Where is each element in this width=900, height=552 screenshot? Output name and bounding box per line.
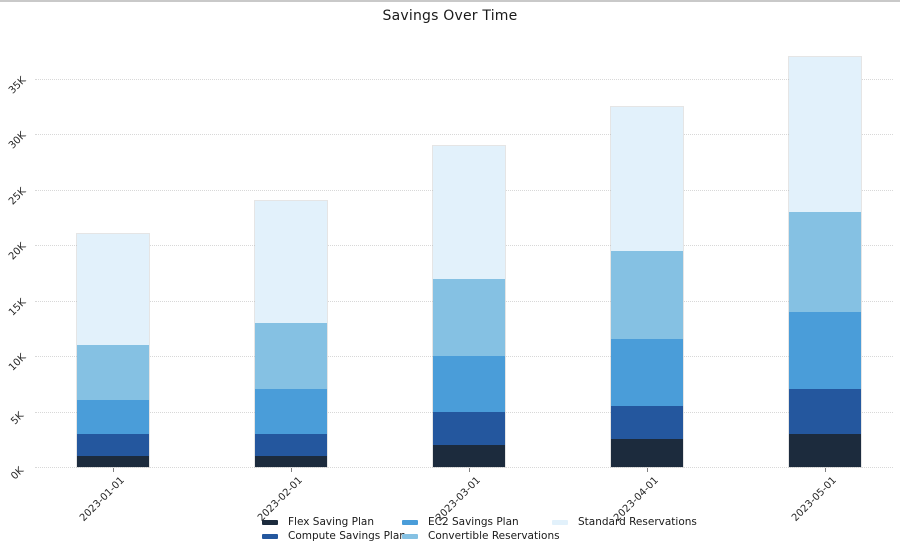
- bar-segment: [254, 455, 327, 467]
- legend-swatch: [552, 520, 568, 525]
- stacked-bar: [75, 233, 150, 468]
- y-axis-tick-label: 25K: [6, 185, 29, 208]
- bar-segment: [610, 405, 683, 440]
- legend-item: Standard Reservations: [552, 516, 697, 529]
- y-axis-tick-label: 35K: [6, 74, 29, 97]
- legend-item: EC2 Savings Plan: [402, 516, 519, 529]
- stacked-bar: [253, 199, 328, 468]
- bar-segment: [610, 106, 683, 251]
- legend-swatch: [402, 534, 418, 539]
- x-axis-tick: [112, 468, 114, 472]
- x-axis-tick: [646, 468, 648, 472]
- y-axis-tick-label: 5K: [9, 409, 27, 427]
- legend-swatch: [402, 520, 418, 525]
- bar-segment: [788, 433, 861, 467]
- bar-segment: [76, 433, 149, 456]
- y-axis-tick-label: 0K: [9, 465, 27, 483]
- legend-swatch: [262, 534, 278, 539]
- bar-segment: [254, 433, 327, 456]
- legend-item: Convertible Reservations: [402, 530, 560, 543]
- legend-swatch: [262, 520, 278, 525]
- x-axis-tick: [468, 468, 470, 472]
- y-axis-tick-label: 20K: [6, 241, 29, 263]
- bar-segment: [76, 234, 149, 346]
- bar-segment: [432, 356, 505, 412]
- bar-segment: [788, 389, 861, 434]
- stacked-bar: [431, 144, 506, 468]
- legend-label: Flex Saving Plan: [288, 516, 375, 528]
- legend-label: Compute Savings Plan: [288, 530, 406, 542]
- x-axis-tick: [290, 468, 292, 472]
- stacked-bar: [787, 55, 862, 468]
- gridline: [35, 467, 893, 468]
- gridline: [35, 134, 893, 136]
- legend-label: EC2 Savings Plan: [428, 516, 519, 528]
- bar-segment: [610, 339, 683, 406]
- y-axis-tick-label: 10K: [6, 352, 29, 374]
- bar-segment: [254, 389, 327, 434]
- legend-label: Convertible Reservations: [428, 530, 560, 542]
- y-axis-tick-label: 15K: [6, 296, 29, 319]
- bar-segment: [254, 322, 327, 390]
- bar-segment: [432, 444, 505, 467]
- chart-title: Savings Over Time: [382, 8, 518, 24]
- x-axis-tick-label: 2023-05-01: [790, 475, 840, 524]
- bar-segment: [432, 411, 505, 445]
- bar-segment: [254, 200, 327, 323]
- bar-segment: [76, 455, 149, 467]
- bar-segment: [788, 311, 861, 390]
- bar-segment: [432, 145, 505, 279]
- bar-segment: [76, 345, 149, 401]
- stacked-bar: [609, 105, 684, 468]
- bar-segment: [76, 400, 149, 434]
- x-axis-tick: [824, 468, 826, 472]
- bar-segment: [610, 439, 683, 467]
- legend-item: Flex Saving Plan: [262, 516, 374, 529]
- bar-segment: [610, 250, 683, 340]
- bar-segment: [432, 278, 505, 357]
- bar-segment: [788, 212, 861, 312]
- x-axis-tick-label: 2023-01-01: [78, 475, 128, 524]
- legend-item: Compute Savings Plan: [262, 530, 406, 543]
- y-axis-tick-label: 30K: [6, 130, 29, 152]
- window-top-edge: [0, 0, 900, 2]
- gridline: [35, 79, 893, 80]
- legend-label: Standard Reservations: [578, 516, 697, 528]
- bar-segment: [788, 56, 861, 213]
